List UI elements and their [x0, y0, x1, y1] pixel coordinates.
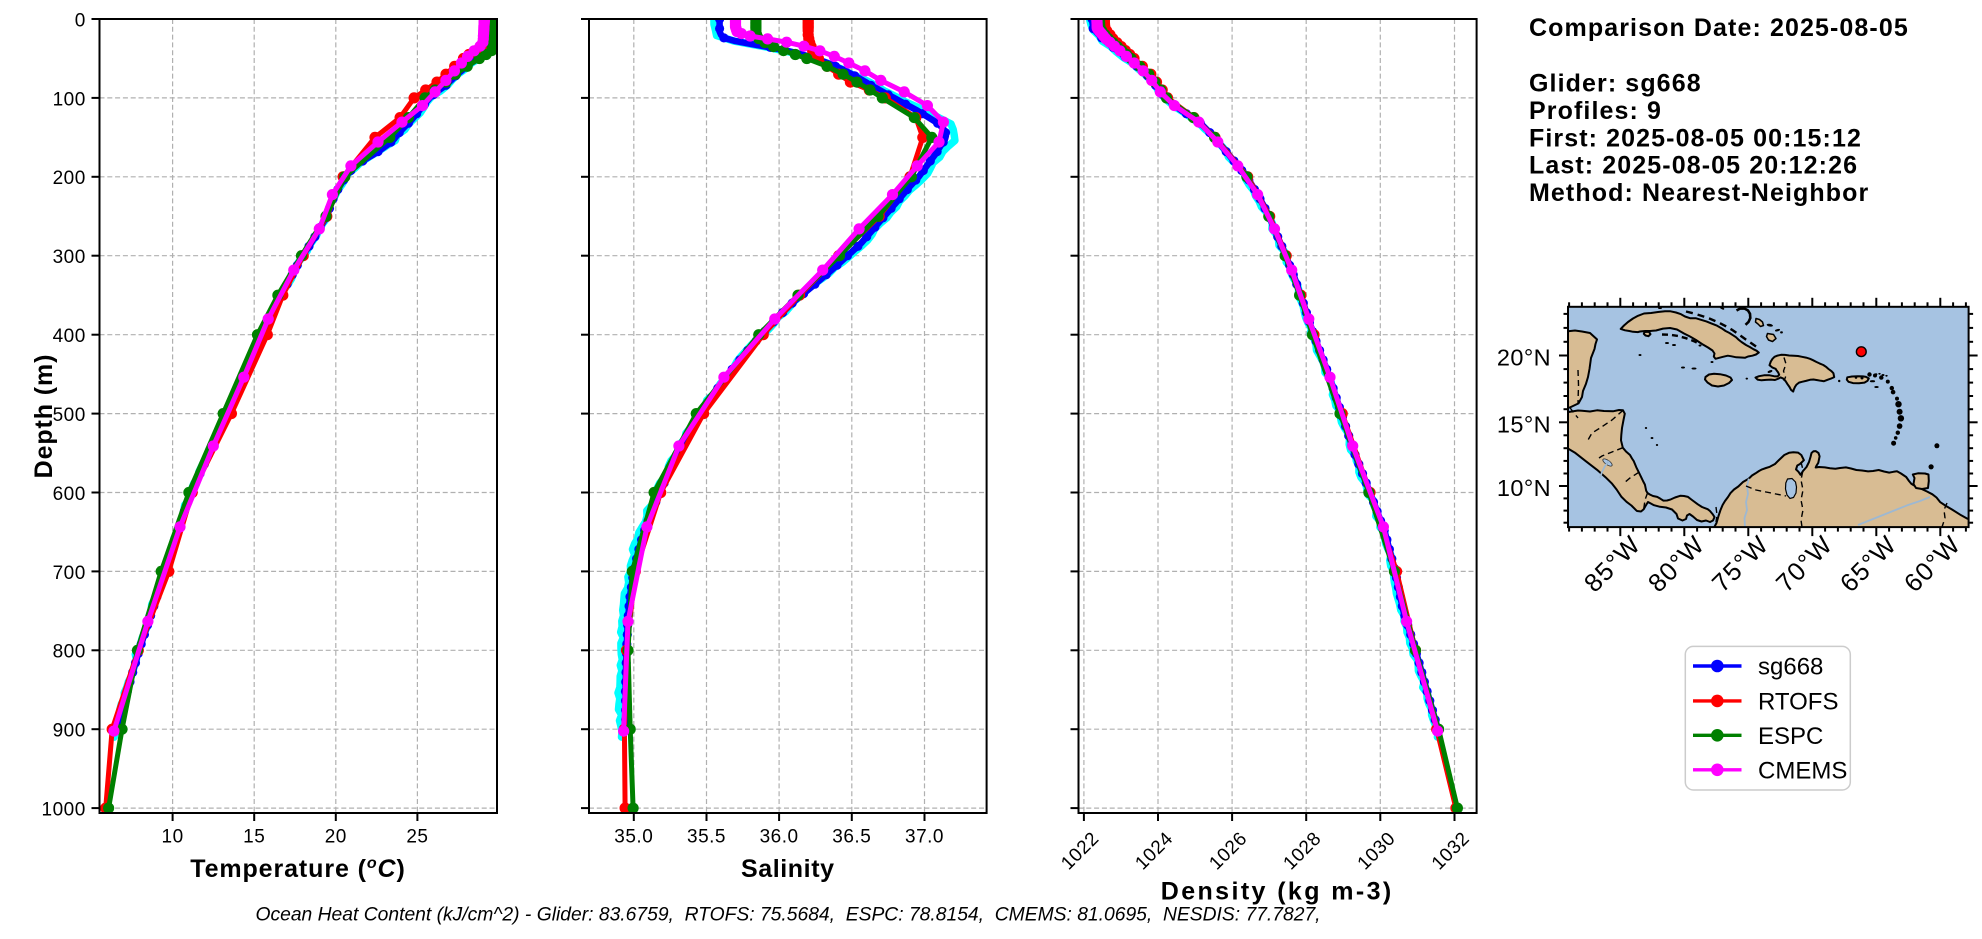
svg-text:25: 25	[406, 827, 428, 848]
svg-text:Last: 2025-08-05 20:12:26: Last: 2025-08-05 20:12:26	[1529, 152, 1858, 180]
svg-text:Salinity: Salinity	[741, 855, 835, 883]
svg-text:100: 100	[53, 89, 86, 110]
svg-text:0: 0	[75, 10, 86, 31]
svg-text:Depth (m): Depth (m)	[30, 354, 58, 479]
svg-text:600: 600	[53, 484, 86, 505]
svg-text:37.0: 37.0	[905, 827, 944, 848]
svg-text:500: 500	[53, 405, 86, 426]
svg-text:400: 400	[53, 326, 86, 347]
svg-text:1000: 1000	[42, 800, 86, 821]
svg-text:ESPC: ESPC	[1758, 723, 1823, 750]
svg-text:36.5: 36.5	[832, 827, 871, 848]
svg-text:10°N: 10°N	[1497, 475, 1551, 501]
svg-text:Glider: sg668: Glider: sg668	[1529, 70, 1702, 98]
svg-text:200: 200	[53, 168, 86, 189]
svg-text:36.0: 36.0	[760, 827, 799, 848]
svg-text:Density (kg m-3): Density (kg m-3)	[1161, 878, 1394, 906]
svg-text:Ocean Heat Content (kJ/cm^2) -: Ocean Heat Content (kJ/cm^2) - Glider: 8…	[255, 905, 1320, 926]
svg-text:300: 300	[53, 247, 86, 268]
svg-text:sg668: sg668	[1758, 654, 1823, 681]
svg-text:Method: Nearest-Neighbor: Method: Nearest-Neighbor	[1529, 179, 1869, 207]
svg-text:10: 10	[162, 827, 184, 848]
svg-text:700: 700	[53, 563, 86, 584]
svg-text:RTOFS: RTOFS	[1758, 689, 1838, 716]
svg-text:20: 20	[325, 827, 347, 848]
svg-text:Comparison Date: 2025-08-05: Comparison Date: 2025-08-05	[1529, 14, 1909, 42]
svg-text:CMEMS: CMEMS	[1758, 758, 1847, 785]
svg-text:First: 2025-08-05 00:15:12: First: 2025-08-05 00:15:12	[1529, 124, 1862, 152]
svg-text:35.0: 35.0	[614, 827, 653, 848]
svg-text:900: 900	[53, 721, 86, 742]
svg-text:Profiles: 9: Profiles: 9	[1529, 97, 1662, 125]
svg-text:15°N: 15°N	[1497, 411, 1551, 437]
svg-text:15: 15	[243, 827, 265, 848]
svg-text:800: 800	[53, 642, 86, 663]
svg-text:20°N: 20°N	[1497, 345, 1551, 371]
svg-text:35.5: 35.5	[687, 827, 726, 848]
